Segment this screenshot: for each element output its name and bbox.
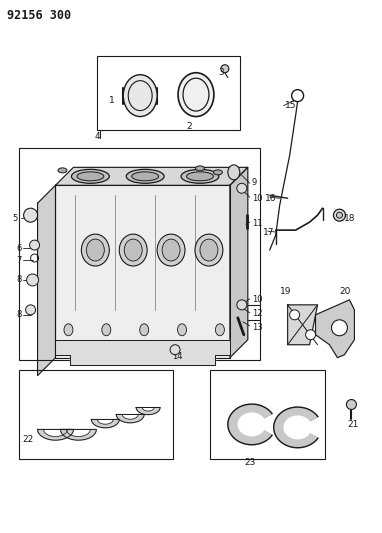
Bar xyxy=(19,369,173,459)
Circle shape xyxy=(221,64,229,72)
Text: 4: 4 xyxy=(94,132,100,141)
Circle shape xyxy=(346,400,356,409)
Ellipse shape xyxy=(71,169,109,183)
Circle shape xyxy=(290,310,299,320)
Polygon shape xyxy=(228,404,272,445)
Text: 6: 6 xyxy=(17,244,22,253)
Polygon shape xyxy=(55,185,230,358)
Polygon shape xyxy=(60,430,96,440)
Polygon shape xyxy=(91,419,119,428)
Text: 7: 7 xyxy=(17,255,22,264)
Circle shape xyxy=(337,212,342,218)
Text: 1: 1 xyxy=(109,96,115,105)
Text: 17: 17 xyxy=(263,228,274,237)
Ellipse shape xyxy=(102,324,111,336)
Polygon shape xyxy=(116,415,144,423)
Polygon shape xyxy=(37,430,73,440)
Ellipse shape xyxy=(64,324,73,336)
Circle shape xyxy=(24,208,37,222)
Text: 15: 15 xyxy=(285,101,296,110)
Ellipse shape xyxy=(140,324,149,336)
Bar xyxy=(97,56,240,131)
Ellipse shape xyxy=(86,239,104,261)
Ellipse shape xyxy=(162,239,180,261)
Text: 13: 13 xyxy=(252,324,262,332)
Text: 10: 10 xyxy=(252,194,262,203)
Text: 2: 2 xyxy=(186,122,192,131)
Circle shape xyxy=(333,209,345,221)
Text: 16: 16 xyxy=(265,194,276,203)
Ellipse shape xyxy=(124,239,142,261)
Ellipse shape xyxy=(119,234,147,266)
Text: 12: 12 xyxy=(252,309,262,318)
Text: 5: 5 xyxy=(13,214,18,223)
Ellipse shape xyxy=(58,168,67,173)
Ellipse shape xyxy=(178,72,214,117)
Polygon shape xyxy=(230,167,248,358)
Circle shape xyxy=(26,305,36,315)
Ellipse shape xyxy=(215,324,224,336)
Text: 8: 8 xyxy=(17,276,22,285)
Ellipse shape xyxy=(126,169,164,183)
Bar xyxy=(19,148,260,360)
Ellipse shape xyxy=(123,75,157,117)
Ellipse shape xyxy=(214,170,222,175)
Ellipse shape xyxy=(77,172,104,181)
Ellipse shape xyxy=(132,172,159,181)
Circle shape xyxy=(170,345,180,354)
Text: 20: 20 xyxy=(340,287,351,296)
Text: 9: 9 xyxy=(252,178,257,187)
Text: 18: 18 xyxy=(345,214,356,223)
Text: 11: 11 xyxy=(252,219,262,228)
Ellipse shape xyxy=(186,172,214,181)
Circle shape xyxy=(306,330,316,340)
Ellipse shape xyxy=(181,169,219,183)
Circle shape xyxy=(237,183,247,193)
Polygon shape xyxy=(316,300,354,358)
Text: 23: 23 xyxy=(245,458,256,467)
Polygon shape xyxy=(55,167,248,185)
Polygon shape xyxy=(55,340,230,365)
Ellipse shape xyxy=(81,234,109,266)
Polygon shape xyxy=(136,408,160,415)
Circle shape xyxy=(29,240,40,250)
Circle shape xyxy=(27,274,39,286)
Text: 10: 10 xyxy=(252,295,262,304)
Polygon shape xyxy=(274,407,318,448)
Ellipse shape xyxy=(195,234,223,266)
Text: 8: 8 xyxy=(17,310,22,319)
Ellipse shape xyxy=(196,166,204,171)
Polygon shape xyxy=(37,185,55,376)
Circle shape xyxy=(332,320,348,336)
Text: 19: 19 xyxy=(280,287,291,296)
Text: 21: 21 xyxy=(348,420,359,429)
Polygon shape xyxy=(288,305,317,345)
Ellipse shape xyxy=(228,165,240,180)
Ellipse shape xyxy=(157,234,185,266)
Ellipse shape xyxy=(200,239,218,261)
Bar xyxy=(210,369,325,459)
Text: 92156 300: 92156 300 xyxy=(6,9,71,22)
Circle shape xyxy=(237,300,247,310)
Text: 22: 22 xyxy=(23,435,34,444)
Ellipse shape xyxy=(178,324,186,336)
Text: 3: 3 xyxy=(218,68,223,77)
Text: 14: 14 xyxy=(172,352,183,361)
